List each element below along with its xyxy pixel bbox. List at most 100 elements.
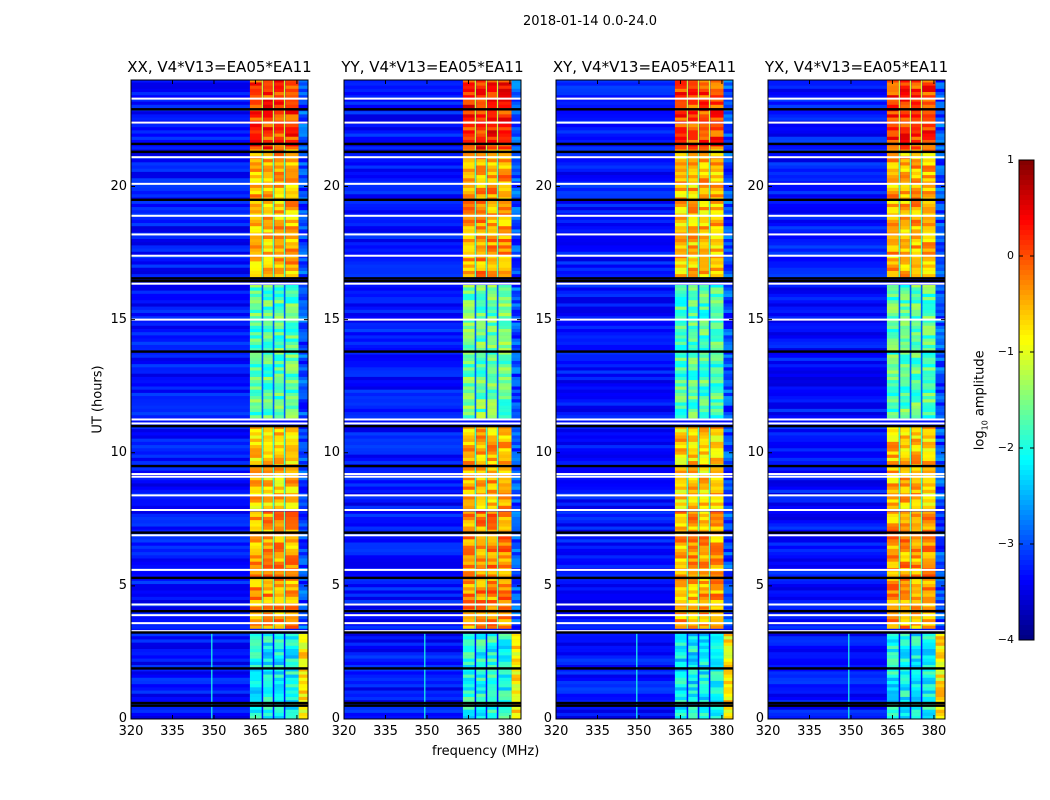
heatmap-cell (511, 674, 521, 678)
heatmap-cell (487, 322, 497, 326)
heatmap-cell (688, 596, 698, 601)
heatmap-cell (272, 398, 275, 403)
heatmap-cell (487, 558, 497, 562)
heatmap-cell (511, 712, 521, 717)
heatmap-cell (723, 309, 733, 314)
heatmap-cell (556, 287, 675, 291)
heatmap-cell (298, 405, 308, 409)
heatmap-cell (674, 303, 687, 307)
heatmap-cell (263, 671, 273, 675)
heatmap-cell (674, 696, 687, 701)
heatmap-cell (487, 467, 497, 471)
heatmap-cell (263, 354, 273, 358)
heatmap-cell (496, 110, 499, 115)
heatmap-cell (699, 693, 709, 697)
heatmap-cell (344, 677, 463, 681)
heatmap-cell (686, 467, 688, 471)
heatmap-cell (674, 651, 687, 656)
heatmap-cell (708, 251, 711, 255)
heatmap-cell (261, 203, 263, 208)
heatmap-cell (249, 706, 262, 710)
heatmap-cell (474, 322, 476, 326)
heatmap-cell (511, 596, 521, 601)
heatmap-cell (263, 261, 273, 265)
heatmap-cell (344, 193, 463, 198)
heatmap-cell (556, 642, 675, 646)
heatmap-cell (263, 285, 273, 288)
heatmap-cell (261, 293, 263, 298)
heatmap-cell (710, 586, 724, 591)
heatmap-cell (272, 542, 275, 546)
heatmap-cell (344, 363, 463, 368)
heatmap-cell (487, 303, 497, 307)
heatmap-cell (462, 347, 475, 352)
heatmap-cell (249, 438, 262, 442)
heatmap-cell (474, 561, 476, 565)
heatmap-cell (131, 130, 250, 134)
heatmap-cell (285, 470, 299, 474)
heatmap-cell (496, 238, 499, 243)
heatmap-cell (263, 338, 273, 342)
heatmap-cell (462, 273, 475, 278)
heatmap-cell (556, 251, 675, 255)
flagged-row (131, 622, 308, 625)
heatmap-cell (474, 486, 476, 490)
heatmap-cell (674, 293, 687, 298)
heatmap-cell (688, 561, 698, 565)
heatmap-cell (283, 414, 286, 419)
heatmap-cell (131, 542, 250, 546)
heatmap-cell (556, 426, 675, 430)
heatmap-cell (298, 495, 308, 500)
heatmap-cell (283, 431, 286, 436)
heatmap-cell (476, 715, 486, 720)
heatmap-cell (476, 80, 486, 83)
heatmap-cell (498, 315, 512, 320)
heatmap-cell (283, 505, 286, 509)
heatmap-cell (496, 373, 499, 377)
heatmap-cell (686, 209, 688, 214)
heatmap-cell (723, 706, 733, 710)
heatmap-cell (708, 248, 711, 252)
heatmap-cell (511, 139, 521, 144)
heatmap-cell (511, 519, 521, 524)
heatmap-cell (298, 267, 308, 271)
heatmap-cell (511, 379, 521, 384)
heatmap-cell (474, 558, 476, 562)
heatmap-cell (485, 238, 488, 243)
heatmap-cell (298, 344, 308, 349)
heatmap-cell (298, 373, 308, 377)
heatmap-cell (344, 690, 463, 694)
heatmap-cell (298, 712, 308, 717)
heatmap-cell (285, 209, 299, 214)
heatmap-cell (285, 229, 299, 233)
heatmap-cell (496, 203, 499, 208)
heatmap-cell (710, 658, 724, 662)
heatmap-cell (249, 389, 262, 393)
heatmap-cell (688, 209, 698, 214)
heatmap-cell (697, 561, 700, 565)
heatmap-cell (283, 511, 286, 514)
heatmap-cell (283, 696, 286, 701)
heatmap-cell (462, 542, 475, 546)
heatmap-cell (249, 287, 262, 291)
heatmap-cell (723, 395, 733, 400)
heatmap-cell (496, 379, 499, 384)
heatmap-cell (723, 542, 733, 546)
heatmap-cell (498, 558, 512, 562)
heatmap-cell (686, 389, 688, 393)
heatmap-cell (487, 174, 497, 179)
heatmap-cell (476, 174, 486, 179)
heatmap-cell (462, 171, 475, 176)
heatmap-cell (708, 225, 711, 230)
heatmap-cell (131, 570, 250, 575)
heatmap-cell (263, 370, 273, 374)
heatmap-cell (283, 542, 286, 546)
heatmap-cell (723, 476, 733, 481)
heatmap-cell (485, 328, 488, 333)
heatmap-cell (686, 257, 688, 262)
heatmap-cell (261, 651, 263, 656)
heatmap-cell (496, 303, 499, 307)
heatmap-cell (272, 335, 275, 339)
heatmap-cell (556, 709, 675, 713)
heatmap-cell (723, 661, 733, 665)
